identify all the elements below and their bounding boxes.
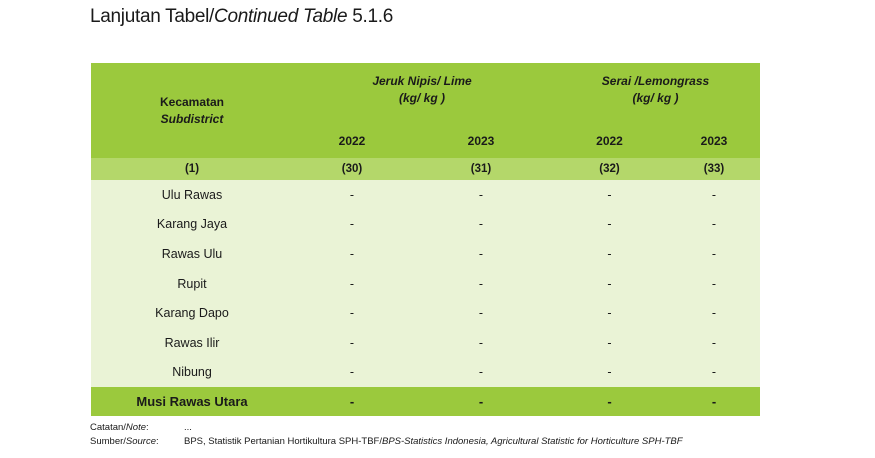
row-name: Rawas Ulu [91,239,293,269]
kecamatan-header: Kecamatan Subdistrict [91,63,293,158]
cell: - [551,357,668,388]
source-label-italic: Source [125,436,157,447]
row-name: Karang Jaya [91,209,293,240]
cell: - [668,239,760,269]
table-row: Karang Jaya - - - - [91,209,760,240]
year-header: 2022 [596,134,623,148]
cell: - [668,268,760,299]
table-row: Rawas Ilir - - - - [91,327,760,358]
cell: - [411,180,551,210]
column-number-row: (1) (30) (31) (32) (33) [91,158,760,180]
page-title: Lanjutan Tabel/Continued Table 5.1.6 [90,6,393,28]
table-row: Nibung - - - - [91,357,760,388]
total-row: Musi Rawas Utara - - - - [91,387,760,417]
table-row: Rawas Ulu - - - - [91,239,760,269]
cell: - [551,180,668,210]
column-number: (32) [551,158,668,180]
year-header: 2022 [338,134,366,148]
cell: - [293,327,411,358]
row-name: Nibung [91,357,293,388]
column-number: (30) [293,158,411,180]
column-number: (1) [91,158,293,180]
column-number: (33) [668,158,760,180]
cell: - [411,298,551,328]
cell: - [551,298,668,328]
cell: - [293,209,411,240]
row-name: Rawas Ilir [91,327,293,358]
note-label: Catatan/ [90,422,126,433]
cell: - [668,298,760,328]
cell: - [411,209,551,240]
year-header: 2023 [700,134,728,148]
table-row: Karang Dapo - - - - [91,298,760,328]
row-name: Ulu Rawas [91,180,293,210]
cell: - [293,298,411,328]
table-notes: Catatan/Note:... Sumber/Source: BPS, Stat… [90,421,683,449]
year-header: 2023 [467,134,495,148]
source-label: Sumber/ [90,436,126,447]
row-name: Karang Dapo [91,298,293,328]
cell: - [293,239,411,269]
lime-label: Jeruk Nipis/ Lime [372,74,472,88]
title-italic: Continued Table [214,6,348,27]
total-cell: - [411,387,551,417]
table-row: Rupit - - - - [91,268,760,299]
cell: - [551,268,668,299]
title-number: 5.1.6 [352,6,393,27]
lemongrass-group-header: Serai /Lemongrass (kg/ kg ) 2022 2023 [551,63,760,158]
cell: - [668,327,760,358]
source-line: Sumber/Source: BPS, Statistik Pertanian H… [90,436,683,447]
source-value-italic: BPS-Statistics Indonesia, Agricultural S… [381,436,683,447]
subdistrict-label: Subdistrict [160,111,224,126]
cell: - [411,327,551,358]
cell: - [668,357,760,388]
cell: - [293,268,411,299]
cell: - [411,268,551,299]
note-label-italic: Note [125,422,146,433]
title-prefix: Lanjutan Tabel/ [90,6,215,27]
total-cell: - [293,387,411,417]
source-value: BPS, Statistik Pertanian Hortikultura SP… [184,436,382,447]
cell: - [293,180,411,210]
kecamatan-label: Kecamatan [159,94,225,109]
row-name: Rupit [91,268,293,299]
total-cell: - [668,387,760,417]
cell: - [411,357,551,388]
lime-unit: (kg/ kg ) [398,91,445,105]
cell: - [411,239,551,269]
header-row: Kecamatan Subdistrict Jeruk Nipis/ Lime … [91,63,760,158]
note-value: ... [184,422,192,433]
lemongrass-unit: (kg/ kg ) [632,91,679,105]
note-line: Catatan/Note:... [90,422,192,433]
total-name: Musi Rawas Utara [91,387,293,417]
cell: - [551,209,668,240]
lemongrass-label: Serai /Lemongrass [601,74,710,88]
table-row: Ulu Rawas - - - - [91,180,760,210]
cell: - [551,327,668,358]
cell: - [293,357,411,388]
lime-group-header: Jeruk Nipis/ Lime (kg/ kg ) 2022 2023 [293,63,551,158]
total-cell: - [551,387,668,417]
column-number: (31) [411,158,551,180]
cell: - [551,239,668,269]
data-table: Kecamatan Subdistrict Jeruk Nipis/ Lime … [91,63,760,417]
cell: - [668,209,760,240]
cell: - [668,180,760,210]
